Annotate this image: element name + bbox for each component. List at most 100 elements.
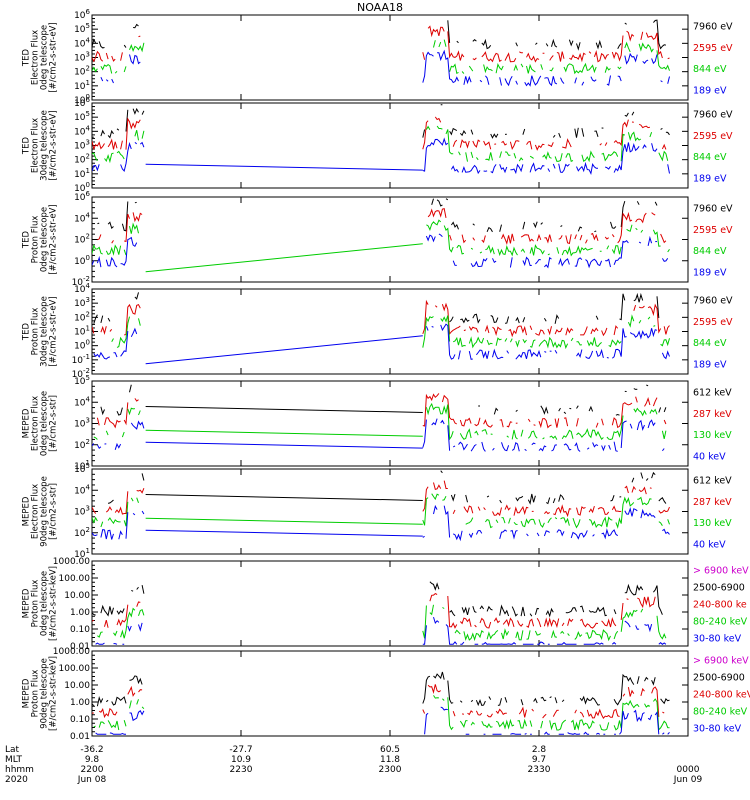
series-line (422, 504, 670, 542)
y-tick-label: 1.00 (70, 608, 90, 618)
y-tick-label: 100 (74, 339, 90, 352)
y-axis-label: MEPED (22, 678, 32, 708)
panel-frame (91, 14, 689, 101)
series-line (433, 695, 670, 731)
legend-entry: 189 eV (693, 359, 727, 370)
series-line (145, 429, 423, 437)
legend-entry: 189 eV (693, 173, 727, 184)
series-line (422, 480, 670, 518)
legend-entry: 287 keV (693, 409, 732, 420)
y-tick-label: 106 (74, 96, 90, 109)
y-tick-label: 0.10 (70, 625, 90, 635)
panel-3: 10-2 100 102 104 106 TED Proton Flux 0deg teles… (22, 190, 734, 288)
series-traces (92, 19, 670, 87)
y-axis-label: 0deg telescope (40, 25, 50, 90)
y-tick-label: 101 (74, 547, 90, 560)
legend-entry: 612 keV (693, 476, 732, 487)
series-line (423, 684, 670, 718)
series-line (423, 605, 670, 640)
series-line (94, 328, 144, 359)
y-tick-label: 10-1 (72, 353, 90, 366)
series-line (449, 292, 660, 324)
legend-entry: 844 eV (693, 246, 727, 257)
y-tick-label: 105 (74, 22, 90, 35)
y-tick-label: 103 (74, 505, 90, 518)
y-tick-label: 102 (74, 65, 90, 78)
legend-entry: 130 keV (693, 430, 732, 441)
x-tick-label: 11.8 (380, 755, 400, 765)
y-axis-label: Electron Flux (31, 30, 41, 85)
y-axis-label: 30deg telescope (40, 110, 50, 181)
series-line (92, 130, 145, 164)
series-line (92, 510, 145, 540)
series-line (97, 398, 142, 427)
panel-frame (91, 196, 689, 283)
legend-entry: 2595 eV (693, 43, 733, 54)
series-line (92, 141, 145, 173)
y-tick-label: 101 (74, 459, 90, 472)
y-tick-label: 100 (74, 93, 90, 106)
series-line (92, 497, 139, 528)
y-tick-label: 1.00 (70, 698, 90, 708)
y-tick-label: 103 (74, 417, 90, 430)
panel-frame (91, 288, 689, 375)
legend-entry: 130 keV (693, 518, 732, 529)
series-line (145, 406, 423, 413)
y-tick-label: 104 (74, 211, 90, 224)
x-tick-label: 2300 (379, 765, 402, 775)
y-tick-label: 100 (74, 181, 90, 194)
series-line (145, 494, 423, 501)
series-line (145, 517, 423, 525)
legend-entry: 80-240 keV (693, 707, 748, 718)
series-traces (92, 671, 670, 735)
y-tick-label: 103 (74, 51, 90, 64)
panel-frame (91, 560, 689, 647)
y-axis-label: [#/cm2-s-str-eV] (49, 296, 59, 366)
y-axis-label: [#/cm2-s-str-keV] (49, 656, 59, 731)
y-tick-label: 0.10 (70, 715, 90, 725)
y-tick-label: 101 (74, 79, 90, 92)
legend-entry: 80-240 keV (693, 617, 748, 628)
series-line (92, 488, 145, 515)
y-axis-label: Proton Flux (31, 308, 41, 356)
y-axis-label: 0deg telescope (40, 391, 50, 456)
legend-entry: 189 eV (693, 85, 727, 96)
legend-entry: 2500-6900 (693, 583, 745, 594)
series-line (422, 137, 670, 175)
y-axis-label: [#/cm2-s-str] (49, 395, 59, 452)
panel-frame (91, 380, 689, 467)
y-tick-label: 105 (74, 374, 90, 387)
series-line (145, 529, 423, 537)
series-line (92, 222, 139, 256)
y-tick-label: 103 (74, 139, 90, 152)
y-tick-label: 105 (74, 462, 90, 475)
y-tick-label: 106 (74, 190, 90, 203)
y-axis-label: [#/cm2-s-str-eV] (49, 22, 59, 92)
y-tick-label: 10-2 (72, 367, 90, 380)
legend-entry: 844 eV (693, 152, 727, 163)
series-line (422, 104, 670, 139)
series-line (97, 607, 145, 639)
y-tick-label: 101 (74, 167, 90, 180)
series-line (92, 420, 145, 450)
series-line (107, 473, 145, 504)
series-line (433, 39, 670, 75)
y-tick-label: 104 (74, 483, 90, 496)
series-line (422, 49, 670, 87)
y-tick-label: 0.01 (70, 732, 90, 742)
series-line (422, 299, 670, 338)
legend-entry: > 6900 keV (693, 656, 749, 667)
y-axis-label: Proton Flux (31, 670, 41, 718)
x-tick-label: 2200 (81, 765, 104, 775)
y-tick-label: 102 (74, 310, 90, 323)
y-axis-label: 90deg telescope (40, 476, 50, 547)
legend-entry: > 6900 keV (693, 566, 749, 577)
series-line (422, 314, 670, 350)
series-line (432, 199, 661, 232)
x-tick-label: 9.8 (85, 755, 100, 765)
panel-frame (91, 650, 689, 737)
x-tick-label: Jun 08 (77, 775, 107, 785)
series-traces (92, 385, 670, 452)
